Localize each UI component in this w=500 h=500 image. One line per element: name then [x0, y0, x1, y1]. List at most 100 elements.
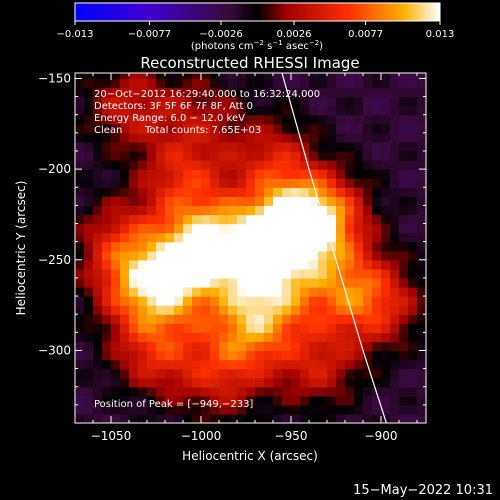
- heatmap-cell: [138, 214, 148, 225]
- heatmap-cell: [228, 359, 238, 370]
- colorbar-tick-label: 0.013: [426, 29, 455, 40]
- heatmap-cell: [318, 368, 328, 379]
- heatmap-cell: [129, 368, 139, 379]
- heatmap-cell: [363, 78, 373, 89]
- heatmap-cell: [93, 395, 103, 406]
- heatmap-cell: [417, 250, 426, 261]
- heatmap-cell: [345, 386, 355, 397]
- heatmap-cell: [318, 395, 328, 406]
- heatmap-cell: [345, 214, 355, 225]
- heatmap-cell: [273, 196, 283, 206]
- heatmap-cell: [120, 314, 130, 324]
- heatmap-cell: [291, 114, 301, 125]
- heatmap-cell: [264, 241, 274, 252]
- heatmap-cell: [381, 350, 391, 361]
- heatmap-cell: [309, 232, 319, 243]
- heatmap-cell: [237, 132, 247, 143]
- heatmap-cell: [102, 160, 112, 170]
- heatmap-cell: [381, 287, 391, 297]
- heatmap-cell: [246, 169, 256, 179]
- heatmap-cell: [264, 386, 274, 397]
- heatmap-cell: [120, 250, 130, 261]
- heatmap-cell: [111, 395, 121, 406]
- heatmap-cell: [102, 386, 112, 397]
- heatmap-cell: [183, 395, 193, 406]
- heatmap-cell: [228, 296, 238, 306]
- heatmap-cell: [174, 241, 184, 252]
- heatmap-cell: [327, 151, 337, 161]
- heatmap-cell: [210, 314, 220, 324]
- heatmap-cell: [111, 73, 121, 80]
- heatmap-cell: [327, 323, 337, 333]
- heatmap-cell: [255, 296, 265, 306]
- heatmap-cell: [201, 287, 211, 297]
- heatmap-cell: [147, 259, 157, 270]
- heatmap-cell: [219, 187, 229, 197]
- heatmap-cell: [318, 350, 328, 361]
- heatmap-cell: [354, 305, 364, 315]
- heatmap-cell: [174, 178, 184, 188]
- heatmap-cell: [219, 359, 229, 370]
- heatmap-cell: [192, 386, 202, 397]
- heatmap-cell: [300, 169, 310, 179]
- heatmap-cell: [165, 368, 175, 379]
- heatmap-cell: [255, 395, 265, 406]
- heatmap-cell: [273, 96, 283, 107]
- heatmap-cell: [417, 214, 426, 225]
- heatmap-cell: [255, 132, 265, 143]
- heatmap-cell: [147, 305, 157, 315]
- heatmap-cell: [165, 386, 175, 397]
- heatmap-cell: [300, 395, 310, 406]
- heatmap-cell: [318, 160, 328, 170]
- heatmap-cell: [156, 141, 166, 152]
- heatmap-cell: [237, 105, 247, 116]
- heatmap-cell: [246, 277, 256, 288]
- heatmap-cell: [201, 214, 211, 225]
- heatmap-cell: [327, 259, 337, 270]
- heatmap-cell: [237, 287, 247, 297]
- heatmap-cell: [300, 259, 310, 270]
- heatmap-cell: [210, 160, 220, 170]
- heatmap-cell: [417, 287, 426, 297]
- heatmap-cell: [282, 169, 292, 179]
- heatmap-cell: [246, 350, 256, 361]
- heatmap-cell: [327, 314, 337, 324]
- heatmap-cell: [192, 404, 202, 415]
- heatmap-cell: [174, 123, 184, 134]
- heatmap-cell: [75, 268, 85, 279]
- heatmap-cell: [309, 287, 319, 297]
- heatmap-cell: [291, 287, 301, 297]
- heatmap-cell: [165, 413, 175, 423]
- heatmap-cell: [246, 223, 256, 234]
- heatmap-cell: [417, 386, 426, 397]
- heatmap-cell: [183, 314, 193, 324]
- heatmap-cell: [120, 395, 130, 406]
- heatmap-cell: [318, 323, 328, 333]
- heatmap-cell: [192, 141, 202, 152]
- heatmap-cell: [201, 350, 211, 361]
- heatmap-cell: [390, 214, 400, 225]
- heatmap-cell: [408, 178, 418, 188]
- heatmap-cell: [372, 250, 382, 261]
- heatmap-cell: [381, 413, 391, 423]
- heatmap-cell: [183, 332, 193, 342]
- heatmap-cell: [336, 205, 346, 216]
- heatmap-cell: [282, 132, 292, 143]
- heatmap-cell: [111, 359, 121, 370]
- heatmap-cell: [408, 214, 418, 225]
- heatmap-cell: [417, 268, 426, 279]
- heatmap-cell: [390, 132, 400, 143]
- heatmap-cell: [309, 413, 319, 423]
- heatmap-cell: [174, 78, 184, 89]
- heatmap-cell: [282, 141, 292, 152]
- heatmap-cell: [174, 377, 184, 388]
- heatmap-cell: [129, 196, 139, 206]
- heatmap-cell: [381, 359, 391, 370]
- heatmap-cell: [408, 323, 418, 333]
- heatmap-cell: [111, 187, 121, 197]
- heatmap-cell: [237, 187, 247, 197]
- heatmap-cell: [345, 323, 355, 333]
- heatmap-cell: [183, 277, 193, 288]
- heatmap-cell: [237, 223, 247, 234]
- heatmap-cell: [354, 314, 364, 324]
